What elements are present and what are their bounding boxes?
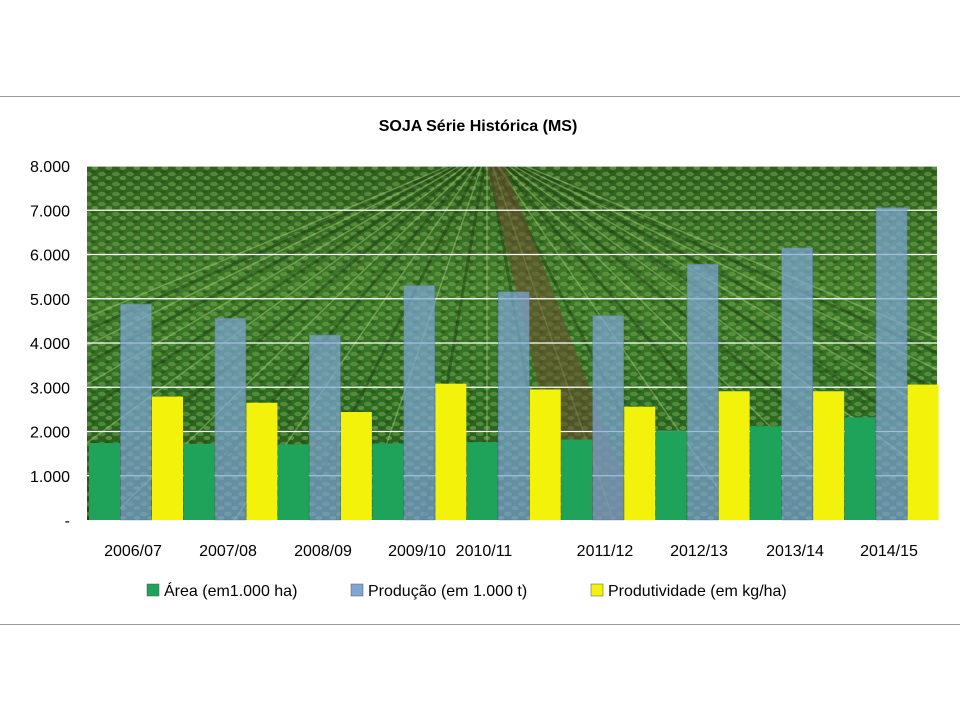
bar-producao [214, 317, 247, 521]
bar-produtividade [718, 391, 750, 520]
bar-produtividade [813, 391, 845, 520]
bar-area [277, 444, 309, 520]
x-tick-label: 2013/14 [766, 543, 824, 560]
bar-producao [781, 247, 813, 521]
bar-area [655, 431, 687, 520]
y-tick-label: 6.000 [30, 248, 70, 265]
y-tick-label: 2.000 [30, 425, 70, 442]
bar-area [561, 439, 593, 520]
top-divider [0, 96, 960, 97]
field-row-line [513, 166, 937, 392]
bar-area [750, 426, 782, 520]
field-row-line [87, 166, 461, 365]
x-tick-label: 2006/07 [104, 543, 162, 560]
field-row-line [87, 166, 466, 413]
bar-area [89, 443, 120, 520]
bar-produtividade [152, 396, 183, 520]
bar-produtividade [624, 406, 656, 520]
field-row-line [518, 166, 937, 355]
legend-swatch [350, 583, 364, 597]
bar-producao [120, 303, 152, 521]
x-tick-label: 2010/11 [456, 543, 513, 560]
x-tick-label: 2014/15 [860, 543, 918, 560]
field-row-line [87, 166, 451, 319]
field-row-line [87, 166, 456, 332]
bottom-divider [0, 624, 960, 625]
bar-area [466, 442, 498, 520]
legend: Área (em1.000 ha) Produção (em 1.000 t) Pr… [146, 581, 787, 600]
x-tick-label: 2008/09 [294, 543, 352, 560]
bar-produtividade [340, 412, 372, 520]
y-tick-label: 7.000 [30, 203, 70, 220]
y-axis: - 1.000 2.000 3.000 4.000 5.000 6.000 7.000 8.00… [30, 159, 70, 530]
bar-producao [875, 207, 908, 521]
y-tick-label: 4.000 [30, 336, 70, 353]
x-tick-label: 2011/12 [577, 543, 634, 560]
field-row-line [87, 166, 467, 444]
legend-swatch [590, 583, 604, 597]
bar-produtividade [529, 389, 561, 520]
x-tick-label: 2007/08 [199, 543, 257, 560]
x-axis: 2006/07 2007/08 2008/09 2009/10 2010/11 2011/… [104, 543, 918, 560]
x-tick-label: 2009/10 [388, 543, 446, 560]
field-row-line [507, 166, 937, 481]
legend-label: Produtividade (em kg/ha) [608, 583, 787, 600]
bar-producao [686, 263, 719, 521]
bar-area [183, 443, 215, 520]
bar-produtividade [246, 402, 278, 520]
legend-label: Produção (em 1.000 t) [368, 583, 527, 600]
y-tick-label: 3.000 [30, 380, 70, 397]
field-row-line [87, 166, 456, 347]
y-tick-label: 8.000 [30, 159, 70, 176]
chart-title: SOJA Série Histórica (MS) [379, 118, 578, 135]
bar-area [844, 417, 876, 520]
legend-swatch [146, 583, 160, 597]
bar-producao [403, 285, 436, 521]
field-row-line [512, 166, 937, 415]
bars [89, 207, 939, 521]
bar-produtividade [907, 384, 939, 520]
y-tick-label: - [65, 513, 70, 530]
bar-producao [497, 291, 530, 521]
bar-area [372, 443, 404, 520]
bar-produtividade [435, 383, 467, 520]
field-row-line [523, 166, 937, 340]
y-tick-label: 1.000 [30, 469, 70, 486]
bar-producao [309, 334, 341, 521]
legend-label: Área (em1.000 ha) [164, 581, 297, 600]
bar-producao [592, 315, 625, 521]
x-tick-label: 2012/13 [670, 543, 728, 560]
y-tick-label: 5.000 [30, 292, 70, 309]
